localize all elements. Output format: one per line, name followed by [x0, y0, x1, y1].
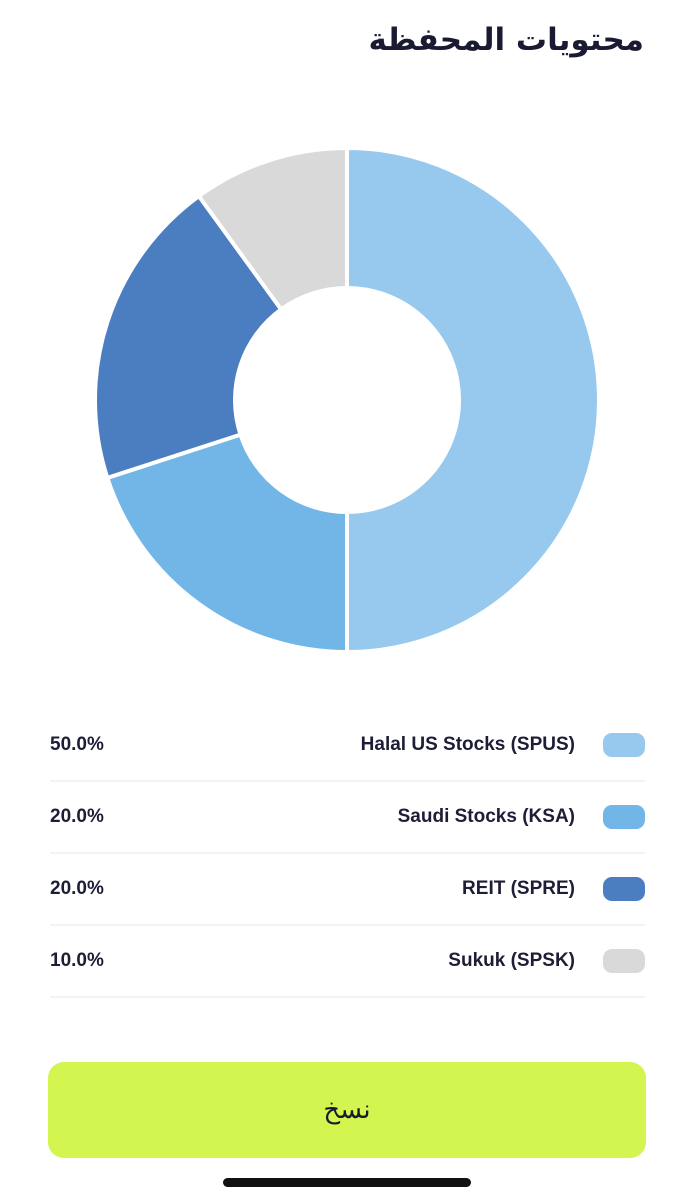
legend-label: REIT (SPRE) [462, 878, 575, 899]
page-title: محتويات المحفظة [368, 22, 644, 58]
legend-swatch [603, 877, 645, 901]
legend-percent: 20.0% [50, 806, 104, 827]
donut-chart-svg [93, 145, 601, 655]
legend-percent: 20.0% [50, 878, 104, 899]
home-indicator [223, 1178, 471, 1187]
legend-label: Halal US Stocks (SPUS) [360, 734, 575, 755]
legend-row: 10.0% Sukuk (SPSK) [50, 926, 645, 998]
donut-chart [87, 140, 607, 660]
legend-percent: 10.0% [50, 950, 104, 971]
donut-slice-sukuk-spsk [196, 145, 349, 313]
legend-row: 20.0% REIT (SPRE) [50, 854, 645, 926]
copy-button[interactable]: نسخ [48, 1062, 646, 1158]
legend-percent: 50.0% [50, 734, 104, 755]
legend-row: 50.0% Halal US Stocks (SPUS) [50, 710, 645, 782]
donut-slice-halal-us-stocks-spus [345, 145, 601, 655]
donut-slice-reit-spre [93, 193, 284, 481]
legend-label: Saudi Stocks (KSA) [397, 806, 575, 827]
legend-row: 20.0% Saudi Stocks (KSA) [50, 782, 645, 854]
legend-label: Sukuk (SPSK) [448, 950, 575, 971]
legend-swatch [603, 805, 645, 829]
legend-swatch [603, 949, 645, 973]
legend: 50.0% Halal US Stocks (SPUS) 20.0% Saudi… [50, 710, 645, 998]
donut-slice-saudi-stocks-ksa [104, 432, 349, 655]
legend-swatch [603, 733, 645, 757]
